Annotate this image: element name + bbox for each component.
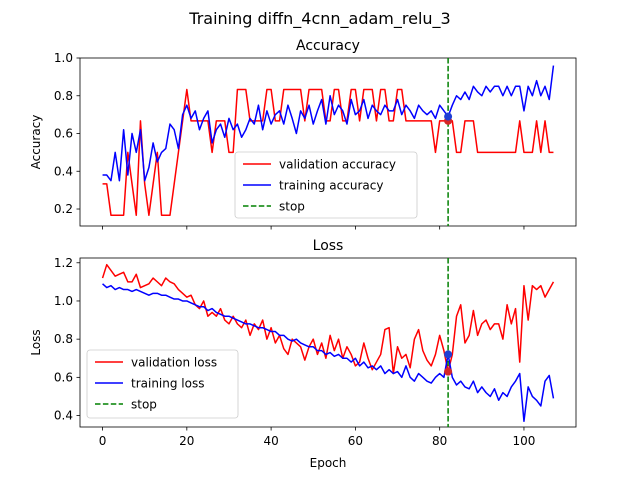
accuracy-legend: validation accuracy training accuracy stop	[234, 151, 418, 219]
loss-x-tick-label: 0	[99, 434, 107, 448]
accuracy-panel-title: Accuracy	[296, 38, 360, 54]
loss-panel: Loss Loss Epoch 0.4 0.6 0.8 1.0 1.2 0 20 40 60 80 100…	[29, 238, 577, 470]
loss-plot-area	[101, 258, 555, 427]
accuracy-y-tick-label: 0.6	[54, 127, 73, 141]
loss-y-axis-label: Loss	[29, 329, 43, 355]
loss-stop-marker-1	[444, 350, 453, 359]
loss-y-tick-label: 1.0	[54, 294, 73, 308]
loss-legend-label-stop: stop	[131, 398, 157, 412]
loss-series-validation-loss-line	[101, 263, 555, 375]
loss-legend-box	[86, 349, 239, 419]
loss-stop-marker-0	[444, 367, 453, 376]
loss-y-tick-label: 0.8	[54, 332, 73, 346]
loss-x-tick-label: 20	[179, 434, 194, 448]
loss-x-tick-label: 80	[432, 434, 447, 448]
loss-y-tick-label: 0.6	[54, 370, 73, 384]
loss-x-tick-label: 40	[263, 434, 278, 448]
accuracy-panel: Accuracy Accuracy 0.2 0.4 0.6 0.8 1.0 validatio…	[29, 38, 577, 230]
accuracy-series-validation-accuracy-line	[102, 88, 554, 216]
accuracy-axes-frame	[79, 57, 577, 227]
loss-panel-title: Loss	[313, 238, 344, 254]
loss-x-tick-label: 100	[513, 434, 536, 448]
loss-legend-label-validation-loss: validation loss	[131, 356, 217, 370]
accuracy-y-tick-label: 0.2	[54, 202, 73, 216]
accuracy-y-tick-label: 0.8	[54, 89, 73, 103]
accuracy-legend-label-validation-accuracy: validation accuracy	[279, 158, 396, 172]
loss-y-tick-label: 1.2	[54, 256, 73, 270]
accuracy-legend-label-stop: stop	[279, 200, 305, 214]
accuracy-y-tick-label: 1.0	[54, 51, 73, 65]
accuracy-y-tick-label: 0.4	[54, 164, 73, 178]
accuracy-series-training-accuracy-line	[102, 65, 555, 182]
loss-x-tick-label: 60	[348, 434, 363, 448]
accuracy-legend-box	[234, 151, 418, 219]
loss-legend-label-training-loss: training loss	[131, 377, 204, 391]
accuracy-stop-marker-1	[444, 112, 453, 121]
accuracy-y-axis-label: Accuracy	[29, 115, 43, 170]
loss-series-training-loss-line	[102, 283, 555, 423]
accuracy-legend-label-training-accuracy: training accuracy	[279, 179, 383, 193]
loss-y-tick-label: 0.4	[54, 409, 73, 423]
loss-legend: validation loss training loss stop	[86, 349, 239, 419]
figure-title: Training diffn_4cnn_adam_relu_3	[188, 9, 450, 29]
accuracy-plot-area	[102, 58, 555, 226]
loss-x-axis-label: Epoch	[310, 456, 347, 470]
loss-axes-frame	[79, 257, 577, 428]
